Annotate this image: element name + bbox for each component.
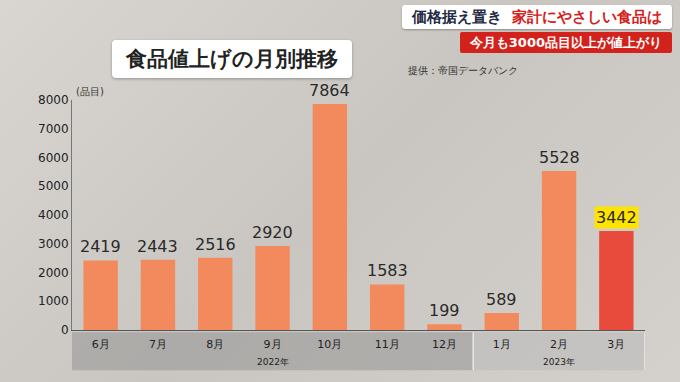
svg-text:5528: 5528 [539,148,580,167]
svg-text:12月: 12月 [432,338,457,351]
svg-text:11月: 11月 [375,338,400,351]
svg-text:3月: 3月 [607,338,625,351]
svg-text:3000: 3000 [38,237,69,251]
svg-text:7000: 7000 [38,122,69,136]
svg-text:2月: 2月 [550,338,568,351]
svg-text:2443: 2443 [137,237,178,256]
svg-text:2419: 2419 [80,237,121,256]
svg-text:2516: 2516 [195,235,236,254]
svg-text:4000: 4000 [38,208,69,222]
svg-text:0: 0 [61,323,69,337]
html-text:提供：帝国データバンク: 提供：帝国データバンク [408,65,518,76]
svg-text:1583: 1583 [367,261,408,280]
svg-text:5000: 5000 [38,179,69,193]
svg-text:7月: 7月 [149,338,167,351]
svg-text:10月: 10月 [317,338,342,351]
html-text:価格据え置き: 価格据え置き [412,8,502,26]
svg-text:(品目): (品目) [76,86,104,97]
svg-text:7864: 7864 [309,81,350,100]
svg-text:199: 199 [429,301,460,320]
html-text:家計にやさしい食品は: 家計にやさしい食品は [512,8,662,26]
svg-text:1000: 1000 [38,294,69,308]
svg-text:3442: 3442 [596,208,637,227]
svg-text:2920: 2920 [252,223,293,242]
svg-text:6月: 6月 [92,338,110,351]
svg-text:2022年: 2022年 [257,357,289,367]
svg-text:8000: 8000 [38,93,69,107]
svg-text:2023年: 2023年 [543,357,575,367]
svg-text:589: 589 [486,290,517,309]
svg-text:2000: 2000 [38,266,69,280]
svg-text:9月: 9月 [264,338,282,351]
svg-text:8月: 8月 [206,338,224,351]
svg-text:1月: 1月 [493,338,511,351]
svg-text:6000: 6000 [38,151,69,165]
html-text:食品値上げの月別推移: 食品値上げの月別推移 [126,47,338,71]
html-text:今月も3000品目以上が値上がり: 今月も3000品目以上が値上がり [469,35,662,50]
